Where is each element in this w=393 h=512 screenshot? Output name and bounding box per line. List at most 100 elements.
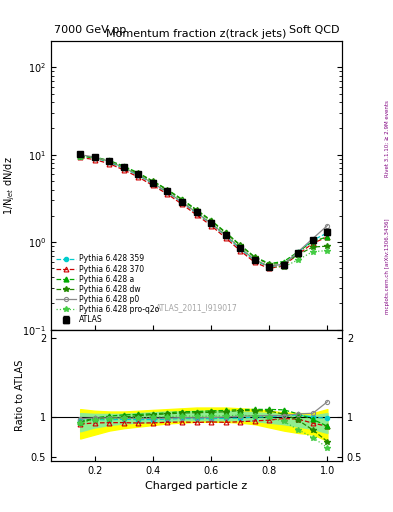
Pythia 6.428 a xyxy=(92,154,97,160)
Pythia 6.428 dw xyxy=(267,261,272,267)
Pythia 6.428 359 xyxy=(252,257,257,263)
Pythia 6.428 p0 xyxy=(151,180,155,186)
Pythia 6.428 a xyxy=(209,217,213,223)
Pythia 6.428 a xyxy=(310,239,315,245)
Pythia 6.428 dw xyxy=(325,243,330,249)
Text: ATLAS_2011_I919017: ATLAS_2011_I919017 xyxy=(156,303,237,312)
Pythia 6.428 a xyxy=(151,178,155,184)
Pythia 6.428 359 xyxy=(267,264,272,270)
Pythia 6.428 pro-q2o xyxy=(78,154,83,160)
Pythia 6.428 p0 xyxy=(121,165,126,171)
Pythia 6.428 dw xyxy=(310,244,315,250)
Pythia 6.428 370 xyxy=(78,155,83,161)
Pythia 6.428 p0 xyxy=(310,236,315,242)
Pythia 6.428 370 xyxy=(92,157,97,163)
Pythia 6.428 370 xyxy=(121,167,126,173)
Pythia 6.428 370 xyxy=(310,240,315,246)
Pythia 6.428 pro-q2o xyxy=(209,220,213,226)
Pythia 6.428 a xyxy=(165,186,170,193)
Pythia 6.428 370 xyxy=(107,161,112,167)
Pythia 6.428 a xyxy=(121,163,126,169)
Pythia 6.428 370 xyxy=(136,174,141,180)
Line: Pythia 6.428 dw: Pythia 6.428 dw xyxy=(77,154,330,267)
Pythia 6.428 p0 xyxy=(107,158,112,164)
Pythia 6.428 370 xyxy=(223,235,228,241)
Pythia 6.428 359 xyxy=(310,237,315,243)
X-axis label: Charged particle z: Charged particle z xyxy=(145,481,248,491)
Pythia 6.428 dw xyxy=(136,170,141,177)
Pythia 6.428 359 xyxy=(92,155,97,161)
Pythia 6.428 a xyxy=(136,170,141,176)
Pythia 6.428 dw xyxy=(92,155,97,161)
Pythia 6.428 359 xyxy=(165,189,170,196)
Pythia 6.428 p0 xyxy=(238,245,242,251)
Pythia 6.428 dw xyxy=(194,207,199,214)
Pythia 6.428 370 xyxy=(194,212,199,218)
Line: Pythia 6.428 p0: Pythia 6.428 p0 xyxy=(78,153,329,268)
Pythia 6.428 p0 xyxy=(92,154,97,160)
Pythia 6.428 370 xyxy=(281,263,286,269)
Pythia 6.428 a xyxy=(238,242,242,248)
Pythia 6.428 a xyxy=(180,196,184,202)
Pythia 6.428 p0 xyxy=(267,263,272,269)
Pythia 6.428 pro-q2o xyxy=(310,248,315,254)
Pythia 6.428 p0 xyxy=(325,222,330,228)
Pythia 6.428 359 xyxy=(209,221,213,227)
Pythia 6.428 a xyxy=(78,153,83,159)
Pythia 6.428 pro-q2o xyxy=(165,188,170,195)
Pythia 6.428 dw xyxy=(296,251,301,258)
Pythia 6.428 p0 xyxy=(223,232,228,238)
Pythia 6.428 370 xyxy=(325,234,330,240)
Y-axis label: Ratio to ATLAS: Ratio to ATLAS xyxy=(15,359,25,431)
Pythia 6.428 359 xyxy=(281,261,286,267)
Pythia 6.428 pro-q2o xyxy=(281,264,286,270)
Pythia 6.428 359 xyxy=(194,210,199,216)
Pythia 6.428 359 xyxy=(136,173,141,179)
Pythia 6.428 359 xyxy=(180,199,184,205)
Pythia 6.428 pro-q2o xyxy=(121,165,126,171)
Pythia 6.428 359 xyxy=(223,233,228,239)
Pythia 6.428 359 xyxy=(296,249,301,255)
Pythia 6.428 pro-q2o xyxy=(180,198,184,204)
Pythia 6.428 370 xyxy=(209,222,213,228)
Text: Rivet 3.1.10; ≥ 2.9M events: Rivet 3.1.10; ≥ 2.9M events xyxy=(385,100,390,177)
Pythia 6.428 dw xyxy=(252,254,257,261)
Pythia 6.428 dw xyxy=(180,197,184,203)
Line: Pythia 6.428 359: Pythia 6.428 359 xyxy=(78,154,329,269)
Pythia 6.428 370 xyxy=(296,251,301,257)
Pythia 6.428 a xyxy=(267,261,272,267)
Pythia 6.428 p0 xyxy=(78,152,83,158)
Pythia 6.428 p0 xyxy=(252,257,257,263)
Legend: Pythia 6.428 359, Pythia 6.428 370, Pythia 6.428 a, Pythia 6.428 dw, Pythia 6.42: Pythia 6.428 359, Pythia 6.428 370, Pyth… xyxy=(55,253,160,326)
Pythia 6.428 a xyxy=(325,234,330,240)
Pythia 6.428 p0 xyxy=(296,248,301,254)
Line: Pythia 6.428 pro-q2o: Pythia 6.428 pro-q2o xyxy=(77,154,330,270)
Pythia 6.428 a xyxy=(194,207,199,213)
Pythia 6.428 pro-q2o xyxy=(194,209,199,215)
Pythia 6.428 pro-q2o xyxy=(92,155,97,161)
Pythia 6.428 370 xyxy=(165,191,170,197)
Pythia 6.428 a xyxy=(252,254,257,260)
Title: Momentum fraction z(track jets): Momentum fraction z(track jets) xyxy=(107,29,286,39)
Pythia 6.428 359 xyxy=(121,165,126,172)
Pythia 6.428 370 xyxy=(180,201,184,207)
Pythia 6.428 pro-q2o xyxy=(223,231,228,238)
Pythia 6.428 pro-q2o xyxy=(238,244,242,250)
Pythia 6.428 p0 xyxy=(136,172,141,178)
Pythia 6.428 pro-q2o xyxy=(296,257,301,263)
Pythia 6.428 a xyxy=(107,157,112,163)
Line: Pythia 6.428 370: Pythia 6.428 370 xyxy=(78,155,330,271)
Pythia 6.428 dw xyxy=(78,154,83,160)
Pythia 6.428 dw xyxy=(107,158,112,164)
Text: Soft QCD: Soft QCD xyxy=(288,25,339,35)
Pythia 6.428 pro-q2o xyxy=(267,264,272,270)
Pythia 6.428 dw xyxy=(281,261,286,267)
Pythia 6.428 370 xyxy=(267,265,272,271)
Pythia 6.428 359 xyxy=(151,181,155,187)
Pythia 6.428 dw xyxy=(238,242,242,248)
Pythia 6.428 p0 xyxy=(194,209,199,216)
Pythia 6.428 a xyxy=(223,229,228,236)
Pythia 6.428 370 xyxy=(238,248,242,254)
Text: mcplots.cern.ch [arXiv:1306.3436]: mcplots.cern.ch [arXiv:1306.3436] xyxy=(385,219,390,314)
Pythia 6.428 dw xyxy=(223,230,228,236)
